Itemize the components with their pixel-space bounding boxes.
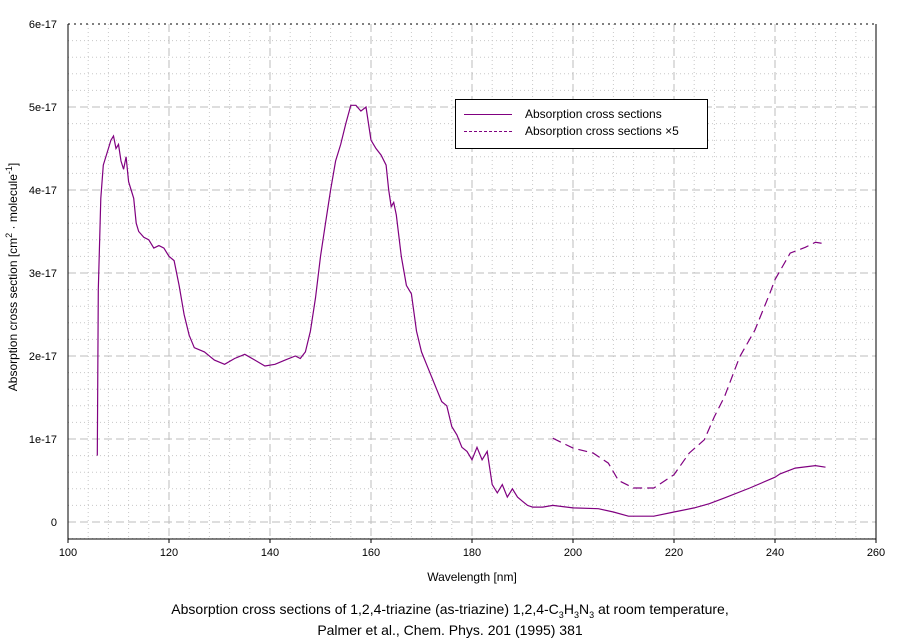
- chart-title-line1: Absorption cross sections of 1,2,4-triaz…: [171, 601, 729, 620]
- y-tick-label: 3e-17: [29, 268, 57, 280]
- chart-title-line2: Palmer et al., Chem. Phys. 201 (1995) 38…: [317, 622, 583, 638]
- legend-swatch-dashed: [464, 131, 512, 132]
- y-axis-label: Absorption cross section [cm2 · molecule…: [4, 162, 20, 392]
- series-line-absorption-x5: [552, 241, 826, 489]
- y-tick-label: 6e-17: [29, 19, 57, 31]
- x-tick-label: 260: [867, 547, 885, 559]
- x-axis-label: Wavelength [nm]: [427, 570, 517, 584]
- legend-entry-dashed: Absorption cross sections ×5: [456, 124, 707, 140]
- y-tick-label: 4e-17: [29, 185, 57, 197]
- series-line-absorption: [96, 104, 826, 517]
- x-tick-label: 100: [59, 547, 77, 559]
- x-tick-label: 240: [766, 547, 784, 559]
- y-tick-label: 2e-17: [29, 351, 57, 363]
- x-tick-label: 120: [160, 547, 178, 559]
- legend-label: Absorption cross sections: [525, 107, 662, 121]
- x-tick-label: 220: [665, 547, 683, 559]
- y-tick-label: 0: [51, 517, 57, 529]
- x-tick-label: 140: [261, 547, 279, 559]
- x-tick-label: 200: [564, 547, 582, 559]
- legend: Absorption cross sections Absorption cro…: [455, 99, 708, 149]
- legend-swatch-solid: [464, 114, 512, 115]
- x-tick-label: 160: [362, 547, 380, 559]
- legend-entry-solid: Absorption cross sections: [456, 107, 707, 123]
- legend-label: Absorption cross sections ×5: [525, 124, 679, 138]
- y-tick-label: 1e-17: [29, 434, 57, 446]
- y-tick-label: 5e-17: [29, 102, 57, 114]
- x-tick-label: 180: [463, 547, 481, 559]
